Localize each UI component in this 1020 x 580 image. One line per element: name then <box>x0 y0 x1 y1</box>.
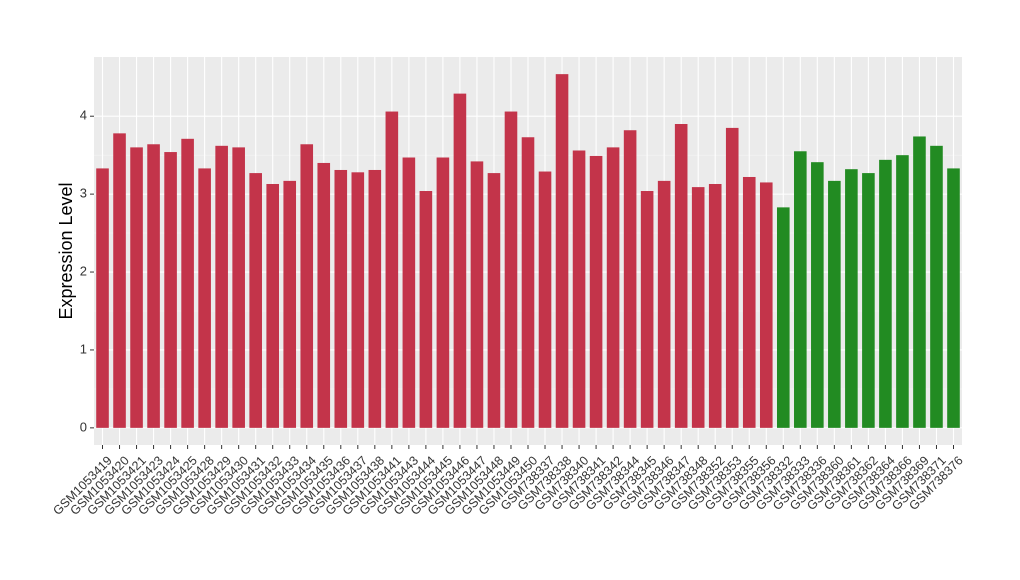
bar <box>215 145 228 428</box>
y-tick-label: 0 <box>80 419 87 434</box>
bar <box>249 173 262 428</box>
bar <box>742 176 756 428</box>
bar <box>828 180 841 428</box>
bar <box>96 168 109 428</box>
bar <box>538 171 552 428</box>
bar <box>164 152 177 428</box>
bar <box>198 168 211 428</box>
bar <box>334 169 348 428</box>
bar <box>555 74 569 428</box>
bar <box>232 147 245 428</box>
bar <box>708 183 722 428</box>
bar <box>794 151 807 428</box>
bar <box>283 180 297 428</box>
y-axis-title: Expression Level <box>56 182 76 319</box>
y-tick-label: 2 <box>80 263 87 278</box>
bar <box>913 136 926 428</box>
bar <box>130 147 143 428</box>
bar <box>181 138 194 428</box>
bar <box>368 169 382 428</box>
bar <box>113 133 126 428</box>
bar <box>725 127 739 428</box>
bar <box>640 191 654 428</box>
bar <box>776 207 790 428</box>
bar <box>147 144 160 428</box>
bar <box>504 111 518 428</box>
bar <box>657 180 671 428</box>
bar <box>606 147 620 428</box>
bar <box>589 155 603 428</box>
bar <box>572 150 586 428</box>
bar <box>623 130 637 428</box>
bar <box>691 187 705 428</box>
bar <box>470 161 484 428</box>
y-tick-label: 1 <box>80 341 87 356</box>
bar <box>811 162 824 428</box>
bar <box>317 162 331 428</box>
bar <box>862 173 875 428</box>
bar <box>266 183 280 428</box>
bar <box>385 111 399 428</box>
bar <box>300 144 314 428</box>
bar <box>674 124 688 428</box>
bar <box>487 173 501 428</box>
bar <box>521 137 535 428</box>
bar <box>351 172 365 428</box>
bar <box>759 182 773 428</box>
bar <box>845 169 858 428</box>
bar <box>896 155 909 428</box>
bar <box>419 191 433 428</box>
y-tick-label: 4 <box>80 108 87 123</box>
bar <box>453 93 467 428</box>
y-tick-label: 3 <box>80 186 87 201</box>
bar <box>879 159 892 428</box>
bar <box>402 157 416 428</box>
bar <box>436 157 450 428</box>
bar <box>930 145 943 428</box>
bar <box>947 168 960 428</box>
